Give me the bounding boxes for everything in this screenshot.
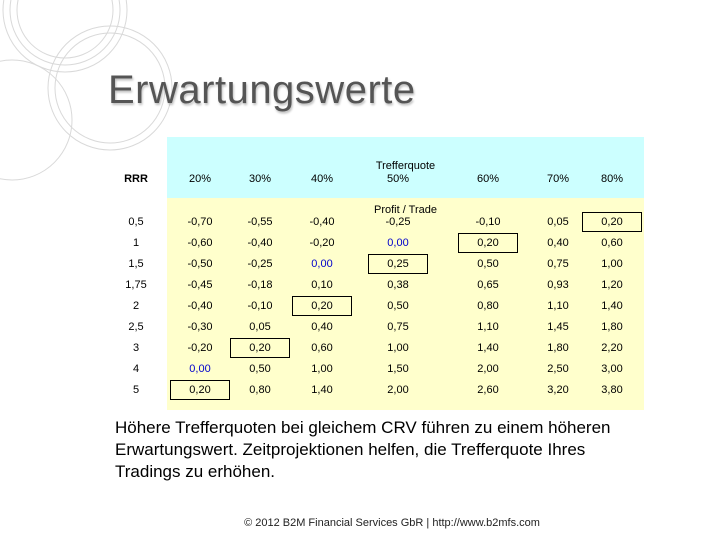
table-cell: 1,20 — [601, 279, 623, 291]
table-cell: -0,60 — [187, 237, 213, 249]
footer-copyright: © 2012 B2M Financial Services GbR | http… — [244, 517, 540, 529]
table-cell: 0,60 — [601, 237, 623, 249]
table-cell: 0,40 — [311, 321, 333, 333]
table-cell: -0,18 — [247, 279, 273, 291]
table-cell: 0,05 — [249, 321, 271, 333]
table-cell: 1,80 — [601, 321, 623, 333]
table-cell: 1,50 — [387, 363, 409, 375]
table-cell: 0,00 — [311, 258, 333, 270]
column-header-5: 60% — [476, 173, 500, 185]
table-cell: 0,50 — [387, 300, 409, 312]
table-cell: 0,80 — [249, 384, 271, 396]
table-cell: 2,50 — [547, 363, 569, 375]
table-cell: 1,00 — [387, 342, 409, 354]
table-cell: 1,80 — [547, 342, 569, 354]
table-cell: 3,80 — [601, 384, 623, 396]
table-cell: 3,20 — [547, 384, 569, 396]
table-cell: -0,40 — [187, 300, 213, 312]
column-header-1: 20% — [188, 173, 212, 185]
table-cell: 1,40 — [477, 342, 499, 354]
column-header-6: 70% — [546, 173, 570, 185]
column-header-2: 30% — [248, 173, 272, 185]
table-cell: 0,50 — [477, 258, 499, 270]
column-header-4: 50% — [386, 173, 410, 185]
table-cell: 0,00 — [387, 237, 409, 249]
rrr-value: 2 — [132, 300, 140, 312]
table-cell: 0,20 — [230, 338, 290, 358]
table-cell: 1,10 — [477, 321, 499, 333]
table-cell: -0,55 — [247, 216, 273, 228]
table-cell: 0,60 — [311, 342, 333, 354]
rrr-value: 3 — [132, 342, 140, 354]
table-body-background — [167, 198, 644, 410]
hit-rate-label: Trefferquote — [375, 160, 436, 172]
table-cell: 0,05 — [547, 216, 569, 228]
table-cell: 2,00 — [387, 384, 409, 396]
table-header-background — [167, 137, 644, 198]
rrr-value: 4 — [132, 363, 140, 375]
table-cell: 0,38 — [387, 279, 409, 291]
table-cell: 2,60 — [477, 384, 499, 396]
table-cell: -0,25 — [385, 216, 411, 228]
table-cell: 1,10 — [547, 300, 569, 312]
table-cell: 0,20 — [170, 380, 230, 400]
table-cell: 0,20 — [292, 296, 352, 316]
table-cell: -0,40 — [247, 237, 273, 249]
table-cell: 0,50 — [249, 363, 271, 375]
rrr-value: 1,75 — [125, 279, 147, 291]
table-cell: -0,30 — [187, 321, 213, 333]
page-title: Erwartungswerte — [108, 68, 416, 112]
table-cell: 3,00 — [601, 363, 623, 375]
table-cell: -0,70 — [187, 216, 213, 228]
table-cell: -0,45 — [187, 279, 213, 291]
table-cell: -0,20 — [187, 342, 213, 354]
table-cell: -0,50 — [187, 258, 213, 270]
table-cell: 1,00 — [601, 258, 623, 270]
table-cell: 0,10 — [311, 279, 333, 291]
rrr-value: 0,5 — [128, 216, 144, 228]
table-cell: 1,40 — [311, 384, 333, 396]
table-cell: 1,00 — [311, 363, 333, 375]
table-cell: 0,93 — [547, 279, 569, 291]
table-cell: 2,20 — [601, 342, 623, 354]
table-cell: 2,00 — [477, 363, 499, 375]
rrr-value: 1 — [132, 237, 140, 249]
table-cell: 0,65 — [477, 279, 499, 291]
table-cell: -0,10 — [475, 216, 501, 228]
table-cell: -0,20 — [309, 237, 335, 249]
rrr-value: 1,5 — [128, 258, 144, 270]
table-cell: 0,75 — [547, 258, 569, 270]
table-cell: 0,80 — [477, 300, 499, 312]
table-cell: 0,25 — [368, 254, 428, 274]
table-cell: 0,00 — [189, 363, 211, 375]
rrr-value: 2,5 — [128, 321, 144, 333]
caption-text: Höhere Trefferquoten bei gleichem CRV fü… — [115, 418, 611, 481]
table-cell: 0,20 — [582, 212, 642, 232]
table-cell: 0,20 — [458, 233, 518, 253]
column-header-3: 40% — [310, 173, 334, 185]
table-cell: 1,45 — [547, 321, 569, 333]
column-header-7: 80% — [600, 173, 624, 185]
profit-per-trade-label: Profit / Trade — [374, 204, 437, 216]
rrr-value: 5 — [132, 384, 140, 396]
table-cell: -0,10 — [247, 300, 273, 312]
table-cell: 1,40 — [601, 300, 623, 312]
table-cell: 0,75 — [387, 321, 409, 333]
table-cell: 0,40 — [547, 237, 569, 249]
table-cell: -0,25 — [247, 258, 273, 270]
rrr-column-header: RRR — [124, 173, 148, 185]
table-cell: -0,40 — [309, 216, 335, 228]
